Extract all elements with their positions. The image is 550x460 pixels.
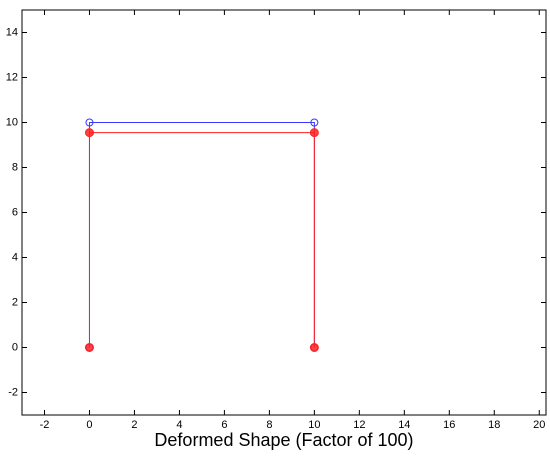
x-tick-label: 2 [131,419,137,431]
x-tick-label: 6 [221,419,227,431]
y-tick-label: 6 [12,206,18,218]
x-tick-label: 16 [443,419,455,431]
x-tick-label: 18 [488,419,500,431]
y-tick-label: 8 [12,161,18,173]
y-tick-label: 4 [12,251,18,263]
x-tick-label: 10 [308,419,320,431]
x-tick-label: 0 [86,419,92,431]
point [84,343,94,352]
axes-box [21,9,547,416]
point [309,343,319,352]
y-tick-label: 10 [6,116,18,128]
point [85,118,94,127]
x-axis-label: Deformed Shape (Factor of 100) [154,430,413,450]
x-tick-label: 14 [398,419,410,431]
point [310,118,319,127]
y-tick-label: 0 [12,341,18,353]
x-tick-label: -2 [40,419,50,431]
x-tick-label: 12 [353,419,365,431]
y-tick-label: -2 [8,386,18,398]
series-line [88,132,315,348]
point [84,128,94,138]
y-tick-label: 14 [6,26,18,38]
x-tick-label: 8 [266,419,272,431]
point [309,128,319,138]
x-tick-label: 4 [176,419,182,431]
x-tick-label: 20 [533,419,545,431]
y-tick-label: 2 [12,296,18,308]
y-tick-label: 12 [6,71,18,83]
